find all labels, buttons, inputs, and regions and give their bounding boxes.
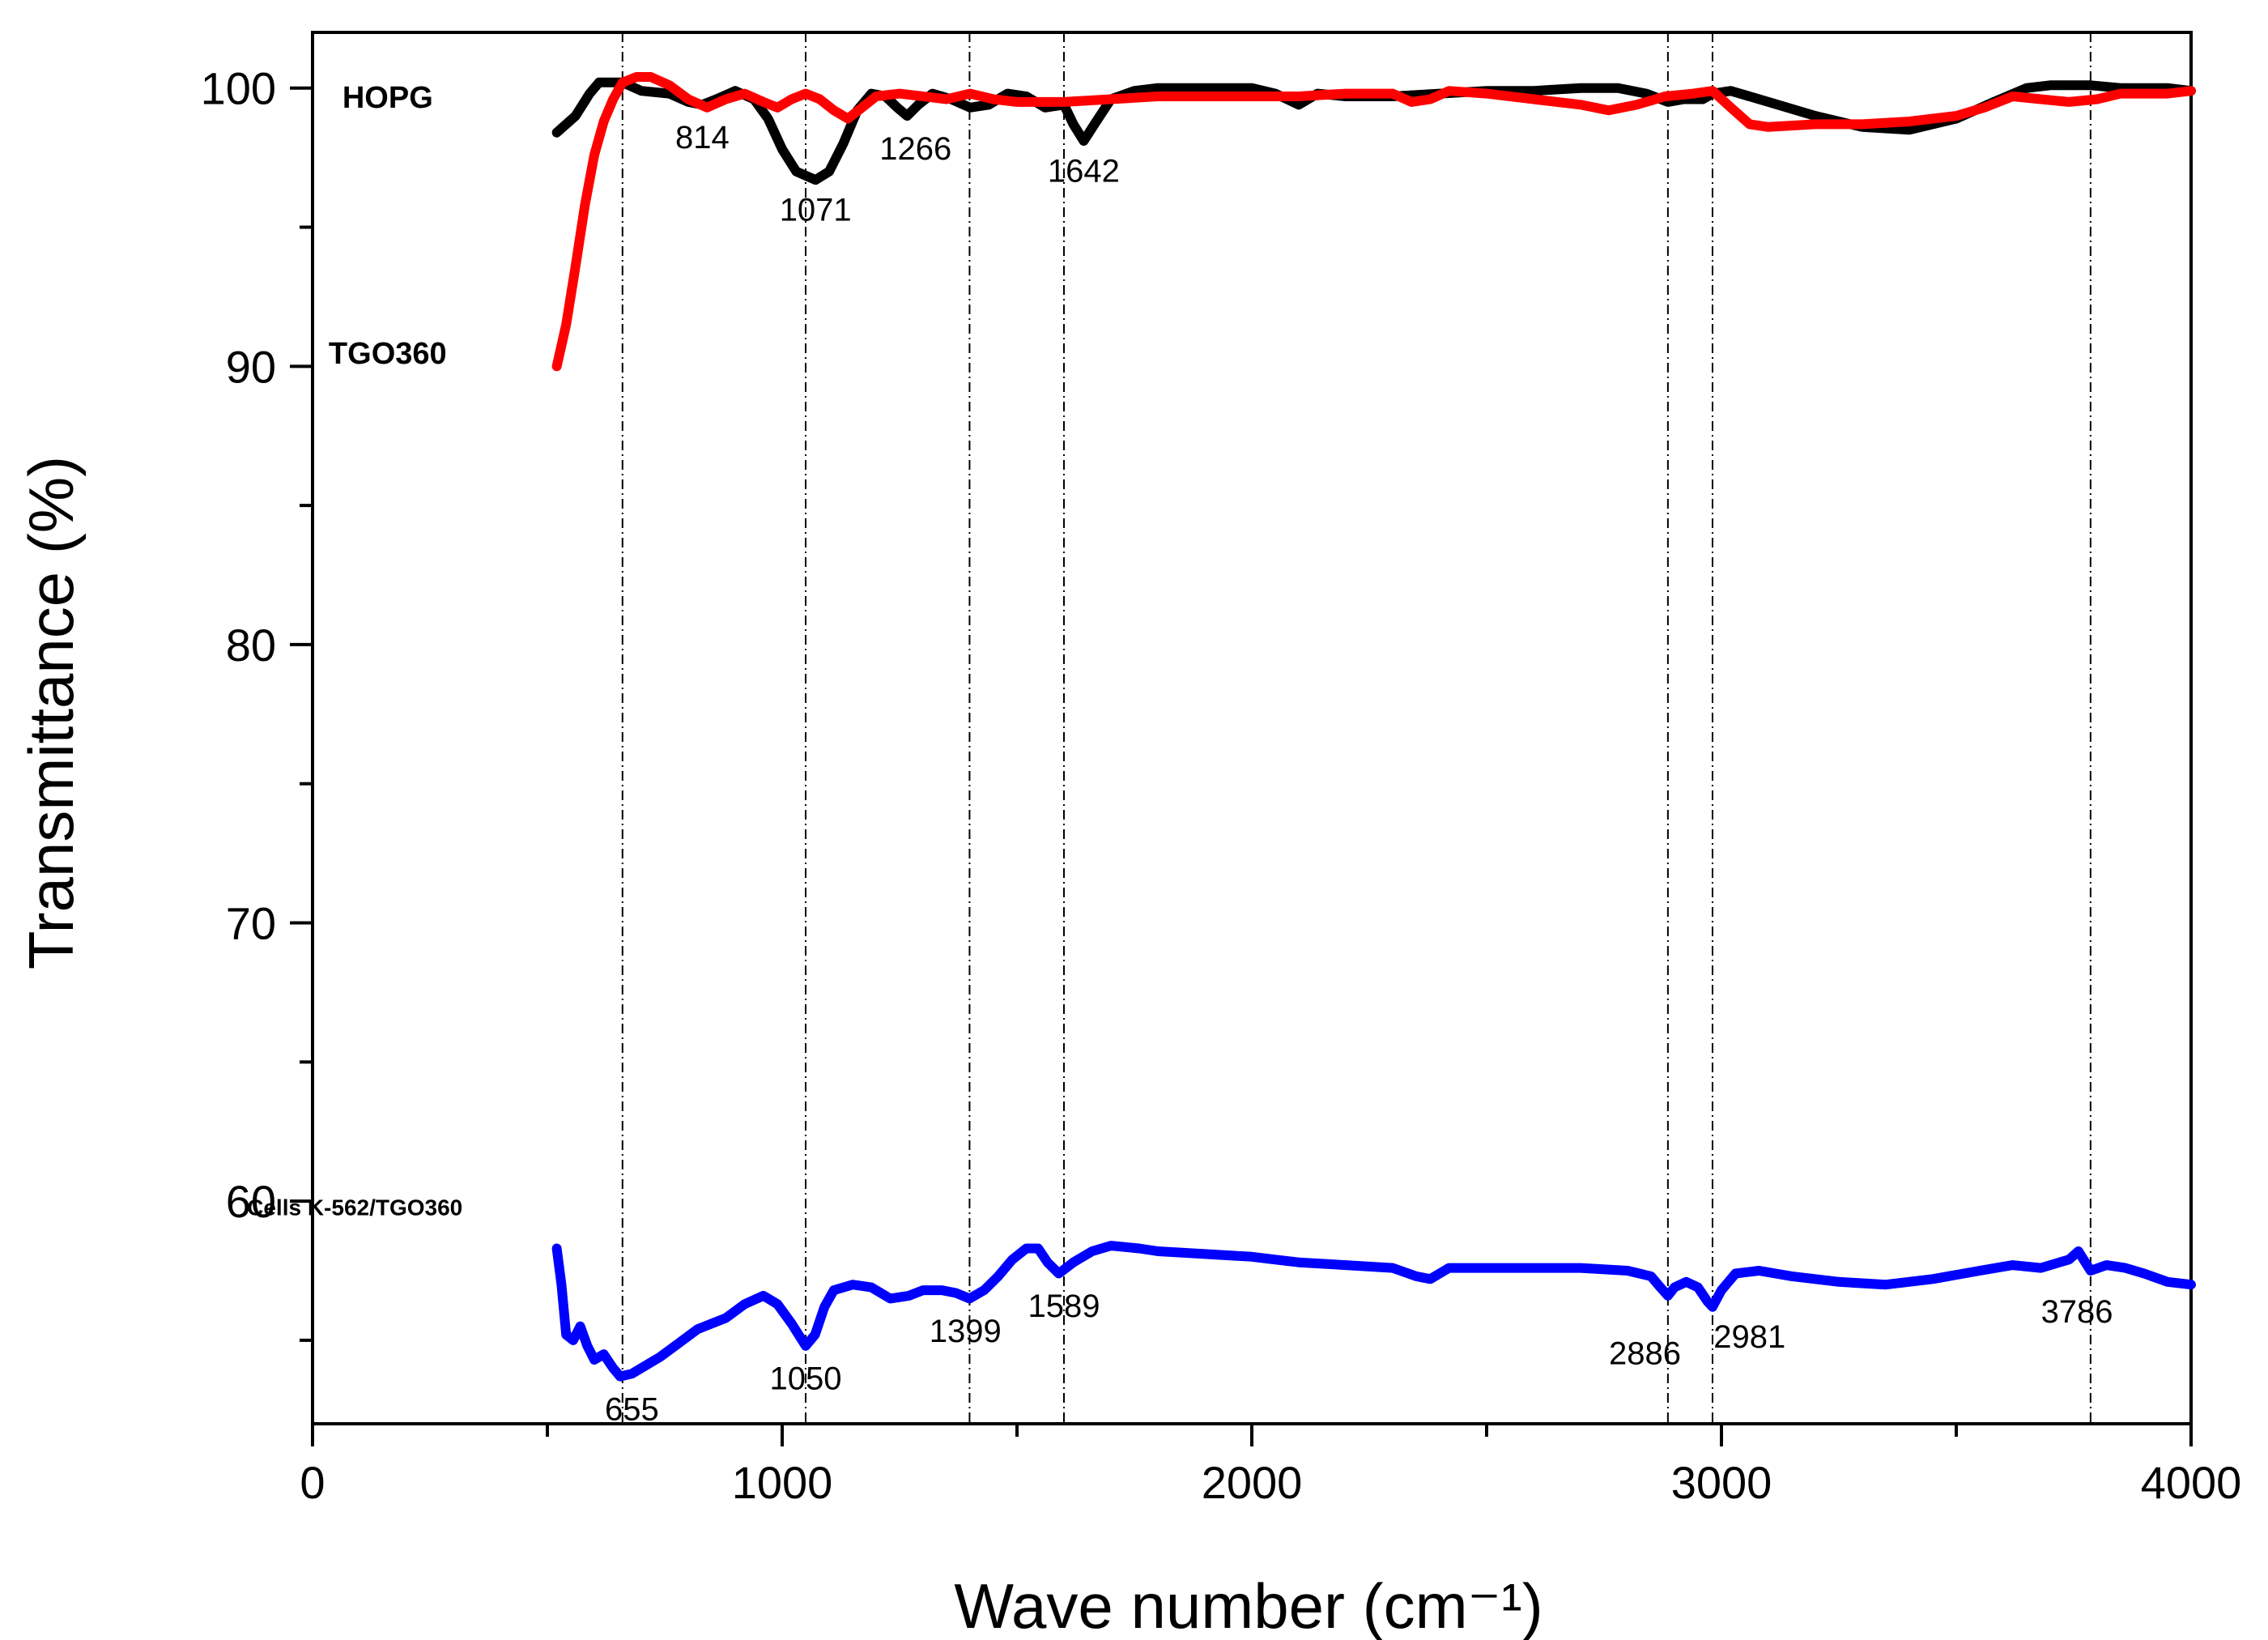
x-axis-title: Wave number (cm⁻¹) <box>954 1570 1542 1640</box>
peak-label-1071: 1071 <box>780 192 852 228</box>
series-labels: HOPG TGO360 Cells K-562/TGO360 <box>247 81 462 1220</box>
peak-label-1642: 1642 <box>1048 153 1120 189</box>
peak-label-1399: 1399 <box>930 1314 1002 1349</box>
series-line-tgo360 <box>551 72 2196 372</box>
axis-ticks <box>290 86 2193 1446</box>
plot-border <box>311 31 2193 1425</box>
peak-label-814: 814 <box>675 120 730 155</box>
peak-label-1589: 1589 <box>1028 1289 1100 1324</box>
x-tick-label: 4000 <box>2141 1457 2242 1508</box>
series-label-hopg: HOPG <box>343 81 433 115</box>
y-tick-label: 60 <box>226 1176 276 1227</box>
y-axis-title: Transmittance (%) <box>15 456 87 969</box>
x-tick-label: 0 <box>300 1457 325 1508</box>
peak-label-655: 655 <box>605 1391 659 1427</box>
series-label-cells-k-562-tgo360: Cells K-562/TGO360 <box>247 1195 462 1220</box>
peak-annotations: 814 1071 1266 1642 655 1050 1399 1589 2886 2981 37… <box>605 120 2113 1427</box>
series-group <box>551 72 2196 1382</box>
tick-labels: 0 1000 2000 3000 4000 60 70 80 90 100 <box>201 63 2242 1508</box>
x-tick-label: 2000 <box>1202 1457 1303 1508</box>
peak-label-2981: 2981 <box>1713 1319 1785 1355</box>
series-label-tgo360: TGO360 <box>329 337 447 371</box>
series-line-cells-k-562-tgo360 <box>551 1241 2196 1382</box>
y-tick-label: 100 <box>201 63 276 114</box>
plot-frame <box>311 31 2193 1425</box>
peak-label-1266: 1266 <box>879 131 951 167</box>
peak-label-2886: 2886 <box>1609 1336 1681 1372</box>
y-tick-label: 80 <box>226 620 276 671</box>
reference-lines <box>621 32 2091 1424</box>
y-tick-label: 70 <box>226 898 276 949</box>
y-tick-label: 90 <box>226 341 276 392</box>
peak-label-1050: 1050 <box>770 1361 842 1397</box>
peak-label-3786: 3786 <box>2041 1294 2113 1330</box>
x-tick-label: 3000 <box>1671 1457 1772 1508</box>
x-tick-label: 1000 <box>732 1457 833 1508</box>
